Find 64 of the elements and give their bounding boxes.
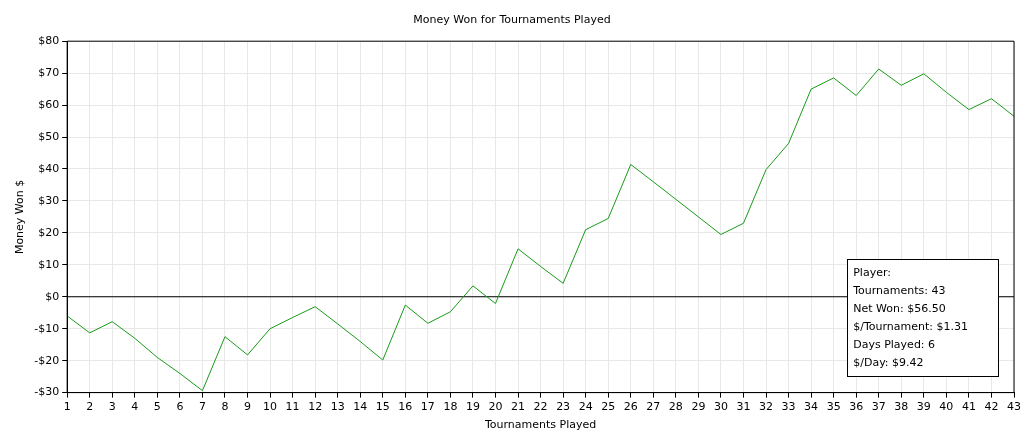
x-tick-label: 13 <box>330 400 345 414</box>
x-tick-label: 10 <box>263 400 278 414</box>
y-tick-label: $70 <box>38 66 60 79</box>
y-tick-label: -$20 <box>34 353 60 367</box>
x-tick-label: 20 <box>488 400 503 414</box>
x-tick-label: 2 <box>86 400 94 414</box>
x-tick-label: 37 <box>871 400 886 414</box>
y-tick-label: $60 <box>38 97 60 111</box>
y-tick-label: $20 <box>38 225 60 239</box>
x-tick-label: 29 <box>691 400 706 414</box>
x-tick-label: 42 <box>984 400 999 414</box>
x-tick-label: 8 <box>221 400 229 414</box>
x-tick-label: 12 <box>308 400 323 414</box>
x-tick-label: 36 <box>849 400 864 414</box>
y-tick-label: $30 <box>38 193 60 207</box>
x-tick-label: 43 <box>1007 400 1021 414</box>
x-tick-label: 3 <box>108 400 116 414</box>
x-tick-label: 14 <box>353 400 368 414</box>
x-tick-label: 38 <box>894 400 909 414</box>
y-tick-label: $10 <box>38 257 60 271</box>
y-axis-title: Money Won $ <box>13 179 27 255</box>
x-tick-label: 21 <box>511 400 526 414</box>
annotation: $/Day: $9.42 <box>853 354 925 371</box>
x-tick-label: 25 <box>601 400 616 414</box>
x-tick-label: 15 <box>375 400 390 414</box>
x-tick-label: 6 <box>176 400 184 414</box>
x-tick-label: 33 <box>781 400 796 414</box>
x-tick-label: 18 <box>443 400 458 414</box>
y-tick-label: $0 <box>45 289 60 303</box>
x-tick-label: 28 <box>668 400 683 414</box>
x-axis-title: Tournaments Played <box>483 418 597 432</box>
annotation: Player: <box>853 264 892 281</box>
annotation: $/Tournament: $1.31 <box>853 318 968 335</box>
x-tick-label: 16 <box>398 400 413 414</box>
x-tick-label: 22 <box>533 400 548 414</box>
annotation: Days Played: 6 <box>853 336 937 353</box>
x-tick-label: 17 <box>420 400 435 414</box>
x-tick-label: 41 <box>961 400 976 414</box>
x-tick-label: 4 <box>131 400 139 414</box>
x-tick-label: 39 <box>916 400 931 414</box>
annotation: Net Won: $56.50 <box>853 300 947 317</box>
x-tick-label: 9 <box>244 400 252 414</box>
x-tick-label: 5 <box>153 400 161 414</box>
x-tick-label: 24 <box>578 400 593 414</box>
x-tick-label: 40 <box>939 400 954 414</box>
x-tick-label: 23 <box>556 400 571 414</box>
chart-title: Money Won for Tournaments Played <box>413 13 611 27</box>
x-tick-label: 27 <box>646 400 661 414</box>
x-tick-label: 19 <box>465 400 480 414</box>
x-tick-label: 7 <box>198 400 206 414</box>
x-tick-label: 32 <box>759 400 774 414</box>
y-tick-label: $50 <box>38 129 60 143</box>
x-tick-label: 11 <box>285 400 300 414</box>
annotation: Tournaments: 43 <box>853 282 947 299</box>
x-tick-label: 26 <box>623 400 638 414</box>
x-tick-label: 35 <box>826 400 841 414</box>
y-tick-label: $40 <box>38 161 60 175</box>
y-tick-label: -$30 <box>34 385 60 399</box>
y-tick-label: -$10 <box>34 321 60 335</box>
x-tick-label: 31 <box>736 400 751 414</box>
x-tick-label: 34 <box>804 400 819 414</box>
y-tick-label: $80 <box>38 34 60 48</box>
x-tick-label: 1 <box>63 400 71 414</box>
x-tick-label: 30 <box>713 400 728 414</box>
